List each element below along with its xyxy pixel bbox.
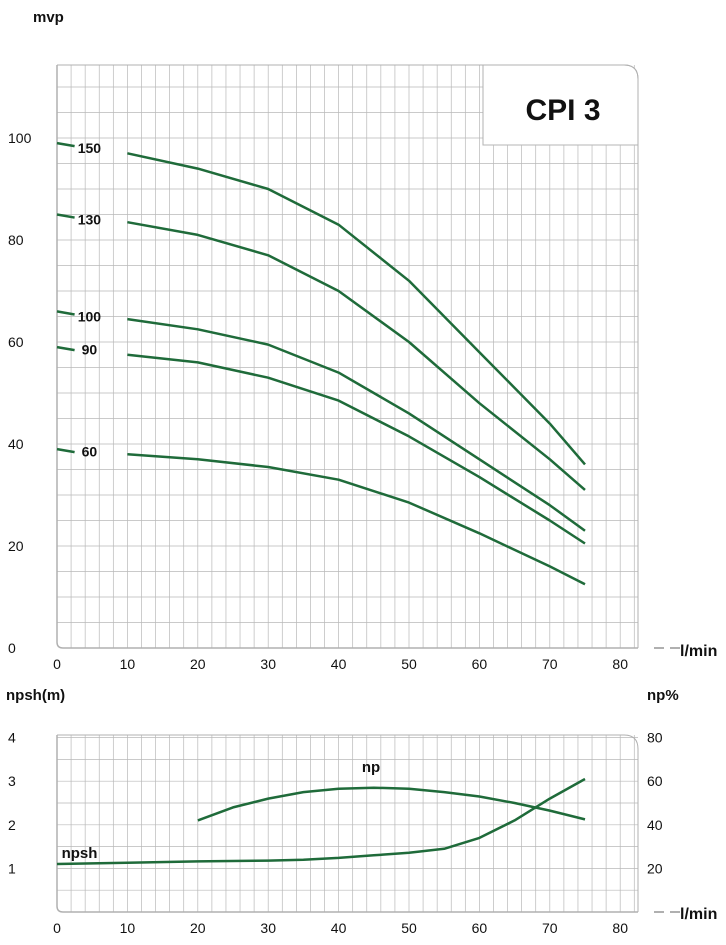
y-axis-label: mvp [33, 9, 64, 26]
lower-x-tick-label: 20 [190, 920, 206, 936]
curve-label-60: 60 [82, 444, 98, 460]
np-curve-label: np [362, 759, 380, 776]
lower-x-tick-label: 50 [401, 920, 417, 936]
npsh-tick-label: 2 [8, 817, 16, 833]
x-tick-label: 30 [260, 656, 276, 672]
x-axis-label: l/min [680, 643, 717, 660]
curve-start-dash [56, 447, 75, 454]
np-tick-label: 20 [647, 860, 663, 876]
lower-x-tick-label: 30 [260, 920, 276, 936]
y-tick-label: 100 [8, 130, 32, 146]
npsh-curve-label: npsh [62, 845, 98, 862]
np-tick-label: 60 [647, 773, 663, 789]
npsh-tick-label: 3 [8, 773, 16, 789]
npsh-tick-label: 1 [8, 860, 16, 876]
curve-100 [127, 317, 586, 532]
curve-label-130: 130 [78, 212, 102, 228]
curve-npsh [56, 777, 586, 866]
chart-title: CPI 3 [525, 94, 600, 127]
main-frame-axes [56, 65, 638, 649]
np-tick-label: 80 [647, 730, 663, 746]
curve-90 [127, 353, 586, 545]
lower-x-tick-label: 0 [53, 920, 61, 936]
main-grid [57, 65, 638, 648]
curve-label-90: 90 [82, 342, 98, 358]
x-tick-label: 0 [53, 656, 61, 672]
curve-start-dash [56, 345, 75, 352]
lower-x-tick-label: 70 [542, 920, 558, 936]
npsh-axis-label: npsh(m) [6, 687, 65, 704]
lower-x-axis-label: l/min [680, 906, 717, 923]
lower-x-tick-label: 60 [472, 920, 488, 936]
x-tick-label: 50 [401, 656, 417, 672]
x-tick-label: 80 [612, 656, 628, 672]
y-tick-label: 60 [8, 334, 24, 350]
npsh-tick-label: 4 [8, 730, 16, 746]
x-tick-label: 40 [331, 656, 347, 672]
y-tick-label: 20 [8, 538, 24, 554]
np-tick-label: 40 [647, 817, 663, 833]
curve-start-dash [56, 310, 75, 316]
np-axis-label: np% [647, 687, 679, 704]
y-tick-label: 80 [8, 232, 24, 248]
curve-130 [127, 220, 586, 491]
lower-frame-axes [56, 735, 638, 913]
lower-x-tick-label: 40 [331, 920, 347, 936]
curve-start-dash [56, 141, 75, 148]
lower-x-tick-label: 10 [120, 920, 136, 936]
curve-np [197, 786, 586, 822]
x-tick-label: 60 [472, 656, 488, 672]
y-tick-label: 40 [8, 436, 24, 452]
y-tick-label: 0 [8, 640, 16, 656]
curve-150 [127, 152, 586, 466]
lower-x-tick-label: 80 [612, 920, 628, 936]
curve-60 [127, 452, 586, 586]
x-tick-label: 10 [120, 656, 136, 672]
curve-label-100: 100 [78, 309, 102, 325]
lower-grid [57, 735, 638, 912]
main-frame-outline [57, 64, 639, 648]
x-tick-label: 70 [542, 656, 558, 672]
curve-start-dash [56, 213, 75, 219]
x-tick-label: 20 [190, 656, 206, 672]
curve-label-150: 150 [78, 140, 102, 156]
lower-frame-outline [57, 734, 639, 912]
